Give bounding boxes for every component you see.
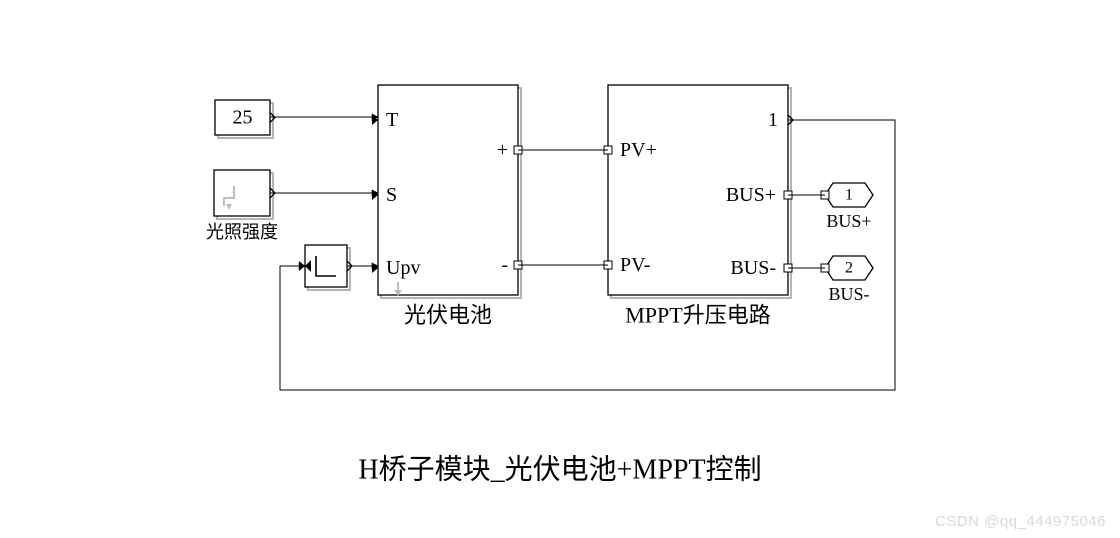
svg-text:H桥子模块_光伏电池+MPPT控制: H桥子模块_光伏电池+MPPT控制 — [358, 454, 761, 486]
svg-text:PV-: PV- — [620, 254, 650, 276]
svg-text:1: 1 — [845, 187, 853, 204]
svg-text:BUS-: BUS- — [828, 284, 869, 304]
svg-text:+: + — [497, 139, 508, 161]
svg-text:BUS+: BUS+ — [726, 184, 776, 206]
diagram-canvas: 25 光照强度 T S Upv + - 光伏电池 PV+ PV- 1 BUS+ BUS- MPPT升压电路… — [0, 0, 1120, 538]
svg-text:Upv: Upv — [386, 257, 420, 279]
svg-text:-: - — [501, 254, 508, 276]
svg-text:MPPT升压电路: MPPT升压电路 — [625, 303, 770, 328]
svg-text:25: 25 — [233, 107, 253, 129]
svg-text:2: 2 — [845, 260, 853, 277]
svg-text:1: 1 — [768, 109, 778, 131]
svg-text:PV+: PV+ — [620, 139, 657, 161]
svg-text:光伏电池: 光伏电池 — [404, 303, 492, 328]
svg-text:T: T — [386, 109, 398, 131]
svg-text:S: S — [386, 184, 397, 206]
watermark: CSDN @qq_444975046 — [935, 513, 1106, 530]
svg-text:光照强度: 光照强度 — [206, 222, 278, 242]
svg-text:BUS-: BUS- — [730, 257, 776, 279]
svg-text:BUS+: BUS+ — [826, 211, 871, 231]
